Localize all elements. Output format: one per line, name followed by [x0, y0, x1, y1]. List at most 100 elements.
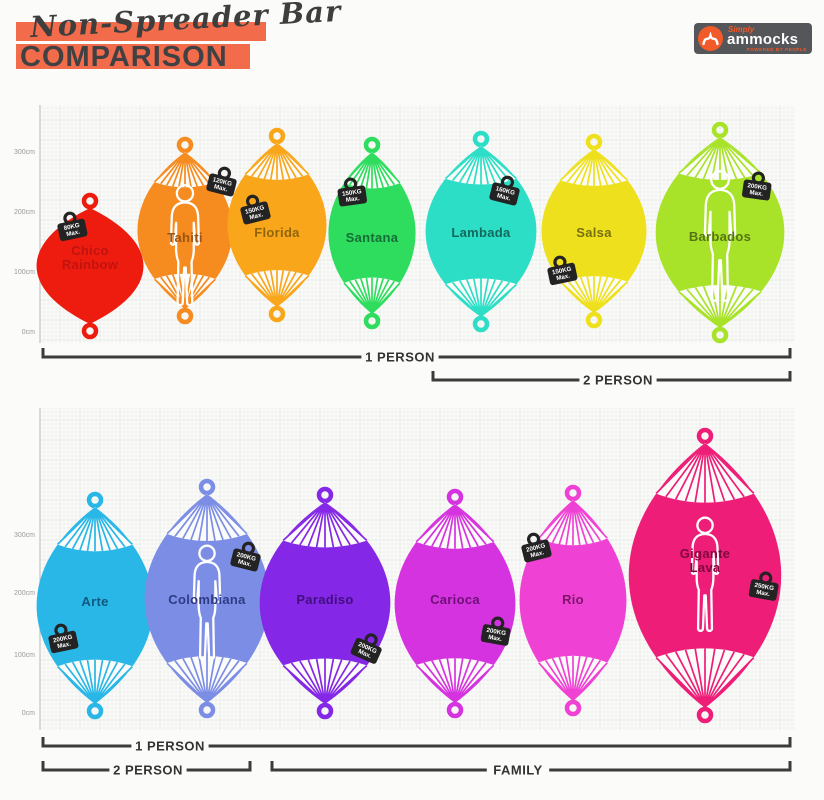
- hammock-clew-strings: [678, 137, 762, 180]
- hammock-name-label: Rio: [562, 592, 584, 607]
- hammock-clew-strings: [415, 658, 495, 703]
- hanging-loop-bottom: [446, 701, 464, 719]
- weight-capacity-value: 160KG: [495, 185, 516, 197]
- axis-tick-label: 200cm: [14, 590, 35, 597]
- weight-capacity-max: Max.: [57, 640, 72, 650]
- hanging-loop-top: [585, 133, 603, 151]
- hammock-clew-strings: [655, 648, 755, 708]
- weight-capacity-value: 200KG: [525, 542, 546, 554]
- weight-capacity-max: Max.: [496, 192, 511, 202]
- hanging-loop-top: [711, 121, 729, 139]
- weight-capacity-value: 200KG: [486, 627, 507, 637]
- hanging-loop-bottom: [585, 311, 603, 329]
- hammock-clew-strings: [57, 659, 133, 704]
- hammock-name-label: Arte: [81, 594, 108, 609]
- axis-tick-label: 100cm: [14, 269, 35, 276]
- page-header: Non-Spreader Bar COMPARISON Simply ammoc…: [0, 0, 824, 88]
- chart-1-and-2-person-hammocks: 300cm 200cm 100cm 0cm Chico Rainbow 80KG Max. Ta…: [0, 88, 824, 393]
- axis-tick-label: 200cm: [14, 209, 35, 216]
- weight-capacity-max: Max.: [345, 195, 360, 204]
- hammock-chart-svg: 300cm200cm100cm0cmArte200KGMax.Colombian…: [14, 408, 795, 778]
- hanging-loop-top: [363, 136, 381, 154]
- weight-capacity-max: Max.: [530, 549, 545, 559]
- person-figure: [169, 184, 201, 307]
- hammock-clew-strings: [154, 152, 216, 188]
- title-highlight-bar-bottom: [16, 44, 250, 69]
- bracket-label: 1 PERSON: [365, 350, 435, 365]
- weight-capacity-value: 200KG: [236, 551, 257, 563]
- hammock-body: [394, 504, 516, 703]
- axis-tick-label: 0cm: [22, 710, 35, 717]
- brand-logo: Simply ammocks POWERED BY PEOPLE: [694, 23, 812, 54]
- weight-capacity-value: 120KG: [212, 176, 233, 188]
- title-highlight-bar-top: [16, 22, 266, 41]
- hammock-body: [628, 443, 782, 708]
- hanging-loop-bottom: [696, 706, 714, 724]
- hanging-loop-top: [446, 488, 464, 506]
- hammock-clew-strings: [444, 278, 518, 317]
- hanging-loop-top: [176, 136, 194, 154]
- hammock-name-label: Paradiso: [296, 592, 353, 607]
- hammock-clew-strings: [678, 285, 762, 328]
- weight-capacity-value: 250KG: [754, 582, 775, 592]
- weight-capacity-max: Max.: [213, 183, 228, 193]
- hammock-clew-strings: [538, 655, 608, 701]
- logo-prefix-text: Simply: [728, 25, 755, 34]
- axis-tick-label: 300cm: [14, 532, 35, 539]
- weight-capacity-value: 200KG: [747, 182, 768, 192]
- logo-brand-text: ammocks: [727, 31, 799, 48]
- hammock-name-label: Barbados: [689, 229, 751, 244]
- hanging-loop-bottom: [198, 701, 216, 719]
- hanging-loop-bottom: [564, 699, 582, 717]
- bracket-label: 1 PERSON: [135, 739, 205, 754]
- hammock-clew-strings: [415, 504, 495, 549]
- hammock-name-label: Lambada: [451, 225, 511, 240]
- hammock-name-label: Chico Rainbow: [62, 243, 119, 272]
- bracket-label: 2 PERSON: [583, 373, 653, 388]
- hanging-loop-bottom: [268, 305, 286, 323]
- hammock-clew-strings: [655, 443, 755, 503]
- hammock-clew-strings: [244, 270, 310, 307]
- hammock-clew-strings: [166, 494, 248, 541]
- hanging-loop-bottom: [81, 322, 99, 340]
- axis-tick-label: 300cm: [14, 149, 35, 156]
- hammock-clew-strings: [57, 507, 133, 552]
- bracket-2-person: 2 PERSON: [431, 371, 792, 388]
- hammock-name-label: Salsa: [576, 225, 612, 240]
- hammock-clew-strings: [282, 658, 368, 704]
- bracket-1-person: 1 PERSON: [41, 348, 792, 365]
- hammock-clew-strings: [166, 656, 248, 703]
- weight-capacity-value: 150KG: [342, 188, 363, 198]
- hammock-clew-strings: [559, 276, 629, 313]
- person-figure: [690, 516, 720, 632]
- hanging-loop-bottom: [711, 326, 729, 344]
- hanging-loop-top: [696, 427, 714, 445]
- bracket-2-person: 2 PERSON: [41, 761, 252, 778]
- weight-capacity-max: Max.: [66, 228, 81, 238]
- person-figure: [703, 170, 737, 302]
- hanging-loop-bottom: [472, 315, 490, 333]
- hanging-loop-bottom: [363, 312, 381, 330]
- hammock-name-label: Florida: [254, 225, 300, 240]
- hammock-clew-strings: [538, 500, 608, 546]
- chart-2-person-and-family-hammocks: 300cm 200cm 100cm 0cm Arte 200KG Max. Colombian…: [0, 393, 824, 790]
- weight-capacity-max: Max.: [249, 211, 264, 221]
- hammock-clew-strings: [444, 146, 518, 185]
